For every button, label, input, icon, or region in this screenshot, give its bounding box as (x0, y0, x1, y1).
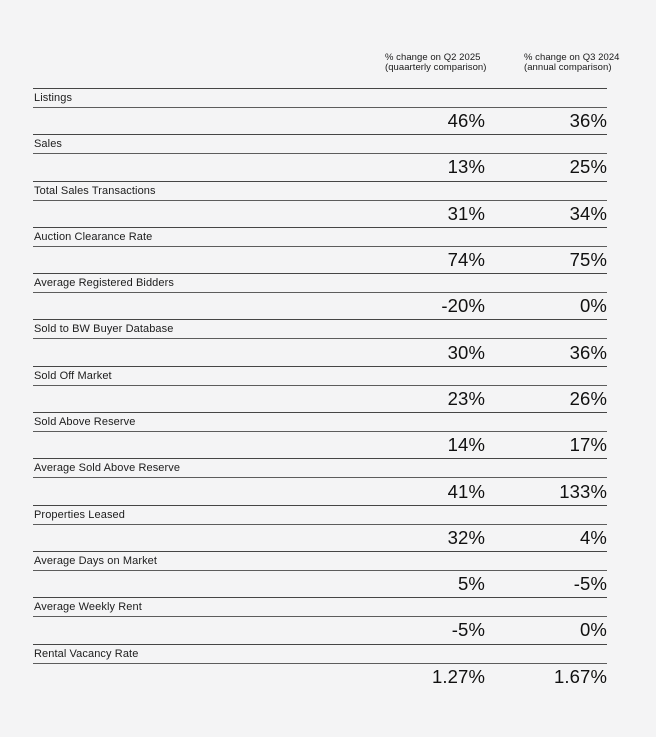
metric-value-quarterly: 74% (447, 249, 485, 271)
metric-label-row: Properties Leased (33, 504, 607, 525)
metric-value-annual: 75% (569, 249, 607, 271)
metric-value-row: -20% 0% (33, 293, 607, 319)
metric-label-row: Total Sales Transactions (33, 180, 607, 201)
metric-label: Properties Leased (34, 508, 125, 521)
metric-value-annual: 133% (559, 480, 607, 502)
metric-label: Total Sales Transactions (34, 184, 156, 197)
metric-label: Sales (34, 138, 63, 151)
table-row-sold-above-reserve: Sold Above Reserve 14% 17% (33, 412, 607, 458)
metric-value-annual: 1.67% (554, 665, 607, 687)
column-header-annual-line2: (annual comparison) (524, 62, 612, 73)
metric-value-row: 30% 36% (33, 339, 607, 365)
table-row-listings: Listings 46% 36% (33, 88, 607, 134)
metric-value-row: 5% -5% (33, 571, 607, 597)
metric-value-annual: 36% (569, 341, 607, 363)
table-row-average-sold-above-reserve: Average Sold Above Reserve 41% 133% (33, 458, 607, 504)
column-header-quarterly-line2: (quaarterly comparison) (385, 62, 487, 73)
metric-label-row: Sold Above Reserve (33, 412, 607, 433)
metric-value-quarterly: 46% (447, 110, 485, 132)
metric-value-quarterly: -20% (441, 295, 485, 317)
metric-value-annual: 25% (569, 156, 607, 178)
metric-value-row: 46% 36% (33, 108, 607, 134)
metric-label: Average Sold Above Reserve (34, 462, 181, 475)
metric-value-row: -5% 0% (33, 617, 607, 643)
column-header-annual-line1: % change on Q3 2024 (524, 52, 620, 63)
table-row-average-days-on-market: Average Days on Market 5% -5% (33, 550, 607, 597)
metric-label: Average Weekly Rent (34, 601, 142, 614)
column-header-quarterly-line1: % change on Q2 2025 (385, 52, 481, 63)
metric-label-row: Auction Clearance Rate (33, 226, 607, 247)
metric-value-annual: 26% (569, 387, 607, 409)
metric-label-row: Sold Off Market (33, 365, 607, 386)
metric-value-quarterly: 14% (447, 434, 485, 456)
metric-label-row: Average Days on Market (33, 550, 607, 571)
table-row-average-registered-bidders: Average Registered Bidders -20% 0% (33, 273, 607, 319)
metric-label-row: Average Registered Bidders (33, 273, 607, 294)
metric-value-row: 14% 17% (33, 432, 607, 458)
stats-table: Listings 46% 36% Sales 13% 25% Total Sal… (33, 88, 607, 690)
column-header-quarterly: % change on Q2 2025 (quaarterly comparis… (385, 53, 486, 73)
table-row-auction-clearance-rate: Auction Clearance Rate 74% 75% (33, 226, 607, 273)
metric-value-row: 31% 34% (33, 201, 607, 227)
metric-label-row: Sold to BW Buyer Database (33, 319, 607, 340)
metric-label-row: Average Sold Above Reserve (33, 458, 607, 479)
metric-label-row: Average Weekly Rent (33, 597, 607, 618)
table-row-properties-leased: Properties Leased 32% 4% (33, 504, 607, 551)
metric-value-row: 1.27% 1.67% (33, 664, 607, 690)
metric-value-annual: 0% (580, 295, 607, 317)
table-row-total-sales-transactions: Total Sales Transactions 31% 34% (33, 180, 607, 227)
metric-value-annual: 0% (580, 619, 607, 641)
metric-value-annual: 34% (569, 202, 607, 224)
metric-value-row: 32% 4% (33, 525, 607, 551)
metric-value-quarterly: 13% (447, 156, 485, 178)
metric-value-quarterly: -5% (451, 619, 485, 641)
table-row-sold-to-bw-buyer-database: Sold to BW Buyer Database 30% 36% (33, 319, 607, 365)
metric-label-row: Sales (33, 134, 607, 155)
metric-label: Sold to BW Buyer Database (34, 323, 174, 336)
metric-value-row: 41% 133% (33, 478, 607, 504)
metric-value-quarterly: 1.27% (432, 665, 485, 687)
metric-value-annual: 4% (580, 526, 607, 548)
metric-value-quarterly: 32% (447, 526, 485, 548)
metric-label: Listings (34, 92, 73, 104)
metric-value-annual: -5% (573, 573, 607, 595)
metric-label: Average Registered Bidders (34, 277, 174, 290)
table-row-sold-off-market: Sold Off Market 23% 26% (33, 365, 607, 412)
metric-label: Average Days on Market (34, 554, 158, 567)
metric-value-quarterly: 41% (447, 480, 485, 502)
metric-label-row: Listings (33, 88, 607, 108)
metric-value-quarterly: 30% (447, 341, 485, 363)
metric-label: Sold Off Market (34, 369, 112, 382)
table-row-rental-vacancy-rate: Rental Vacancy Rate 1.27% 1.67% (33, 643, 607, 690)
metric-value-quarterly: 23% (447, 387, 485, 409)
metric-value-row: 23% 26% (33, 386, 607, 412)
metric-label: Sold Above Reserve (34, 416, 136, 429)
metric-value-quarterly: 5% (458, 573, 485, 595)
metric-value-row: 74% 75% (33, 247, 607, 273)
table-row-average-weekly-rent: Average Weekly Rent -5% 0% (33, 597, 607, 643)
metric-value-quarterly: 31% (447, 202, 485, 224)
column-header-annual: % change on Q3 2024 (annual comparison) (524, 53, 620, 73)
metric-label-row: Rental Vacancy Rate (33, 643, 607, 664)
metric-label: Auction Clearance Rate (34, 230, 153, 243)
metric-label: Rental Vacancy Rate (34, 647, 139, 660)
table-row-sales: Sales 13% 25% (33, 134, 607, 180)
metric-value-annual: 17% (569, 434, 607, 456)
metric-value-row: 13% 25% (33, 154, 607, 180)
metric-value-annual: 36% (569, 110, 607, 132)
